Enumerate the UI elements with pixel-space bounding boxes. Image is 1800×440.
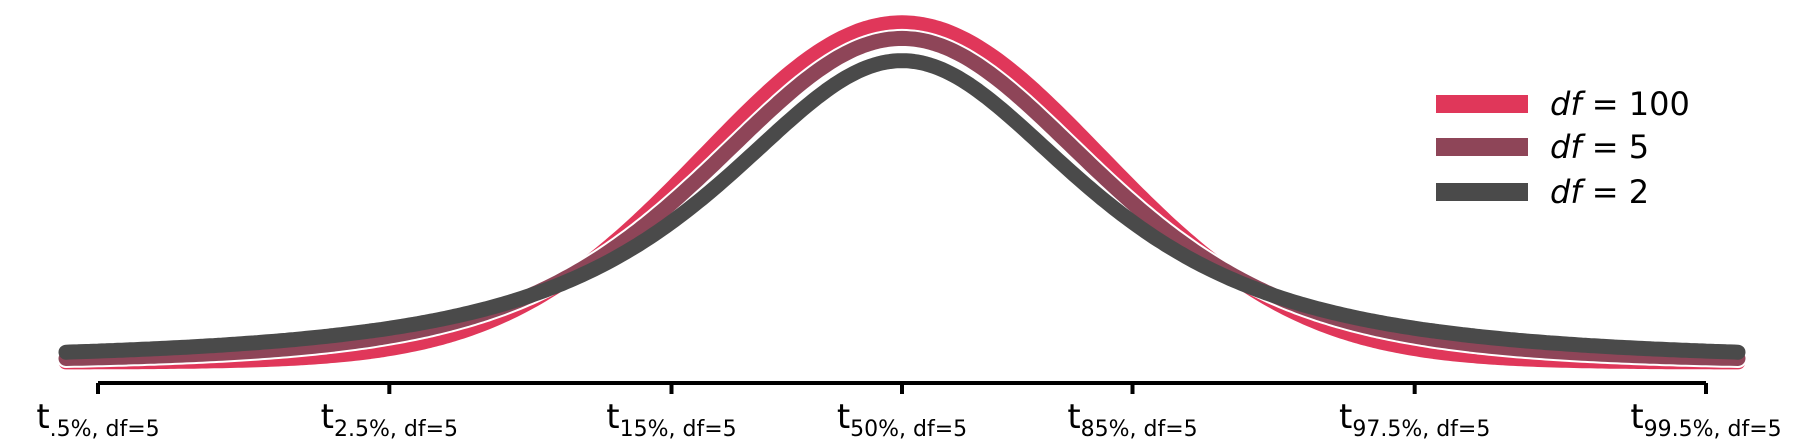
series-line-df-5: [58, 30, 1746, 366]
x-tick-label: t97.5%, df=5: [1339, 397, 1490, 440]
legend: df = 100 df = 5 df = 2: [1436, 85, 1690, 211]
legend-label-df-5: df = 5: [1550, 128, 1649, 166]
legend-label-df-100: df = 100: [1550, 85, 1690, 123]
x-tick-label: t15%, df=5: [606, 397, 736, 440]
x-tick-label: t2.5%, df=5: [321, 397, 458, 440]
x-tick-label: t99.5%, df=5: [1630, 397, 1781, 440]
curves-group: [56, 15, 1748, 370]
x-tick-label: t85%, df=5: [1067, 397, 1197, 440]
legend-label-df-2: df = 2: [1550, 173, 1649, 211]
x-tick-label: t50%, df=5: [837, 397, 967, 440]
series-line-df-2: [58, 53, 1746, 360]
x-axis-ticks: t.5%, df=5 t2.5%, df=5 t15%, df=5 t50%, df=…: [36, 383, 1782, 440]
x-tick-label: t.5%, df=5: [36, 397, 159, 440]
series-line-df-100: [58, 15, 1746, 370]
